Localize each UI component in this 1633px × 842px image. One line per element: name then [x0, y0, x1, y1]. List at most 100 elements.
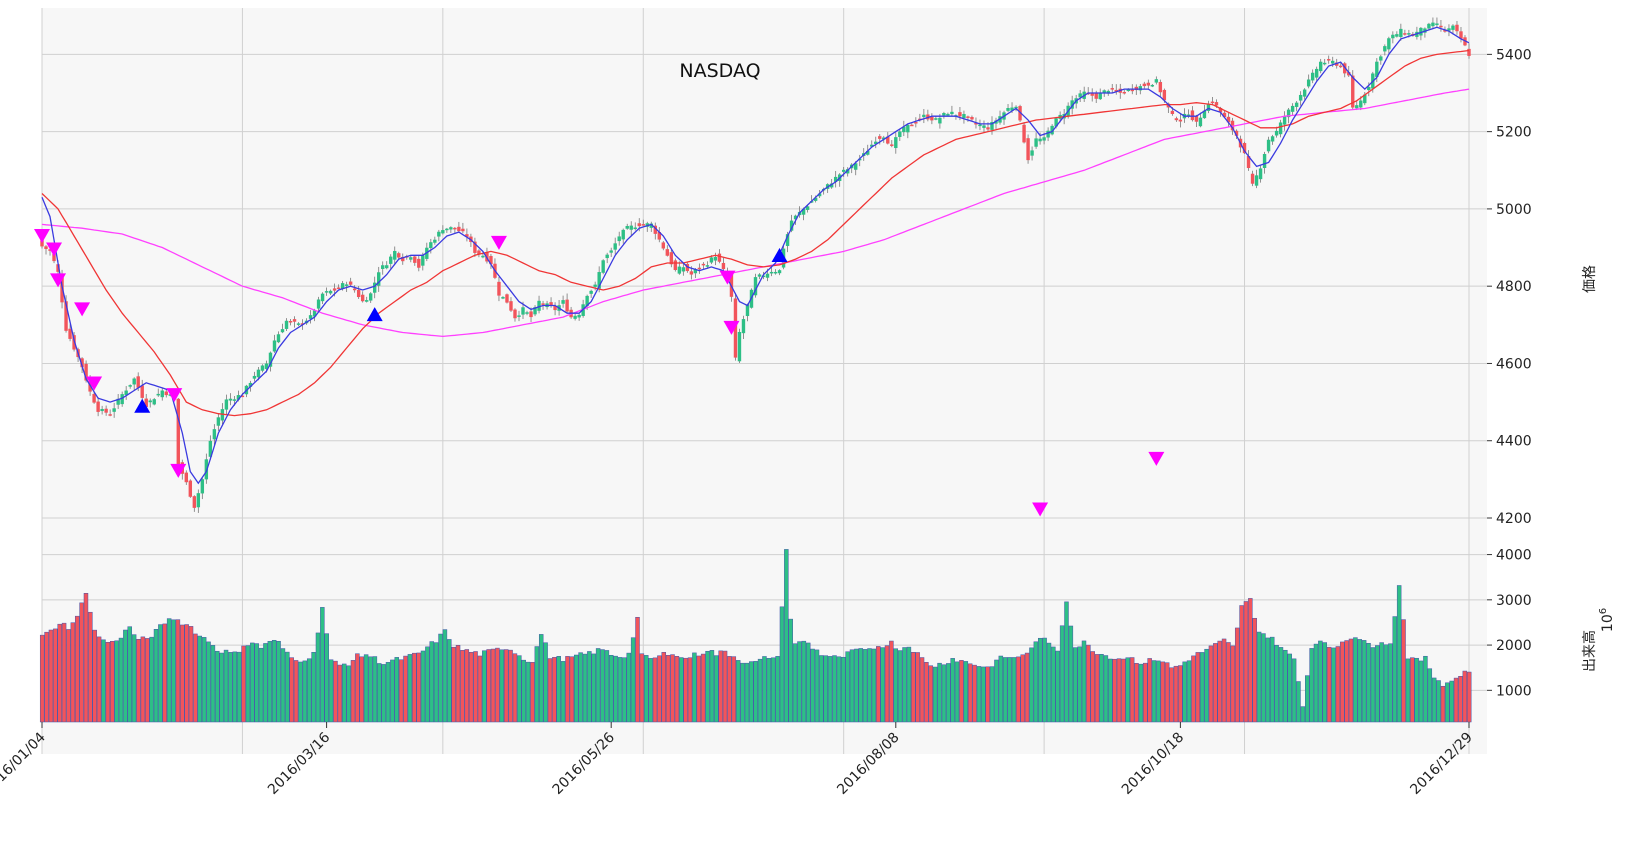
- volume-bar: [1029, 647, 1034, 723]
- candle-body: [681, 267, 686, 272]
- volume-bar: [44, 631, 49, 723]
- volume-bar: [342, 663, 347, 723]
- candle-body: [513, 309, 517, 319]
- candle-body: [769, 271, 774, 274]
- volume-bar: [959, 660, 964, 723]
- volume-bar: [1287, 653, 1292, 723]
- volume-bar: [731, 656, 737, 723]
- candle-body: [397, 253, 401, 258]
- candle-body: [833, 176, 838, 182]
- candle-body: [705, 265, 710, 267]
- candle-body: [521, 307, 525, 315]
- candle-body: [360, 294, 365, 302]
- candle-body: [128, 385, 132, 387]
- volume-bar: [508, 649, 513, 723]
- candle-body: [1431, 22, 1435, 27]
- candle-body: [1242, 143, 1247, 154]
- candle-body: [1214, 102, 1219, 106]
- volume-bar: [1331, 647, 1336, 723]
- volume-bar: [1335, 646, 1341, 723]
- volume-bar: [1278, 647, 1284, 723]
- volume-bar: [609, 654, 614, 723]
- volume-bar: [1248, 598, 1253, 723]
- volume-bar: [61, 622, 67, 723]
- candle-body: [942, 113, 946, 116]
- candle-body: [1383, 46, 1387, 52]
- candle-body: [1170, 110, 1175, 115]
- volume-bar: [937, 662, 942, 723]
- candle-body: [882, 137, 886, 140]
- volume-bar: [188, 626, 194, 723]
- volume-bar: [123, 629, 128, 723]
- candle-body: [1419, 27, 1423, 36]
- volume-bar: [398, 659, 404, 723]
- volume-bar: [644, 655, 649, 723]
- volume-bar: [1274, 644, 1279, 723]
- volume-bar: [994, 659, 999, 723]
- volume-bar: [412, 652, 417, 723]
- volume-bar: [867, 648, 872, 723]
- candle-body: [970, 116, 974, 120]
- volume-bar: [328, 659, 334, 723]
- candle-body: [52, 253, 56, 262]
- candle-body: [565, 299, 569, 312]
- candle-body: [958, 112, 962, 117]
- candle-body: [737, 331, 742, 362]
- volume-bar: [236, 651, 242, 723]
- volume-bar: [315, 632, 321, 723]
- candle-body: [561, 300, 565, 304]
- volume-bar: [801, 640, 807, 723]
- sell-signal-marker: [170, 463, 187, 478]
- candle-body: [641, 224, 645, 226]
- candle-body: [1226, 116, 1231, 123]
- volume-bar: [1186, 660, 1192, 723]
- candle-body: [1286, 109, 1291, 118]
- volume-bar: [180, 624, 185, 723]
- candle-body: [344, 284, 349, 286]
- price-tick-label: 4200: [1496, 511, 1532, 527]
- volume-bar: [1462, 670, 1468, 723]
- candle-body: [1310, 72, 1315, 81]
- candle-body: [320, 293, 325, 302]
- volume-bar: [569, 656, 575, 723]
- candle-body: [461, 228, 465, 232]
- candle-body: [898, 131, 902, 137]
- candle-body: [1467, 48, 1471, 56]
- volume-bar: [617, 657, 623, 723]
- volume-bar: [1449, 680, 1454, 723]
- volume-bar: [1344, 640, 1349, 723]
- volume-bar: [600, 649, 605, 723]
- candle-body: [1102, 90, 1106, 93]
- candle-body: [1030, 150, 1034, 156]
- volume-bar: [862, 649, 868, 723]
- candle-body: [252, 375, 257, 379]
- candle-body: [1054, 118, 1058, 127]
- volume-bar: [884, 645, 890, 723]
- volume-bar: [924, 662, 929, 723]
- volume-bar: [1383, 644, 1389, 723]
- volume-bar: [823, 655, 828, 723]
- candle-body: [1038, 138, 1042, 142]
- sell-signal-marker: [74, 302, 91, 317]
- candle-body: [829, 183, 834, 188]
- volume-bar: [193, 633, 198, 723]
- volume-bar: [368, 656, 373, 723]
- volume-tick-label: 2000: [1496, 638, 1532, 654]
- candle-body: [1150, 84, 1155, 87]
- volume-bar: [293, 660, 299, 723]
- candle-body: [1266, 139, 1271, 152]
- candle-body: [501, 297, 505, 299]
- volume-bar: [162, 623, 167, 723]
- volume-bar: [57, 623, 62, 723]
- volume-bar: [648, 658, 653, 723]
- volume-bar: [880, 647, 885, 723]
- volume-bar: [1073, 647, 1078, 723]
- volume-bar: [1366, 642, 1371, 723]
- candle-body: [761, 275, 766, 278]
- candle-body: [1218, 107, 1223, 113]
- volume-bar: [1243, 601, 1249, 723]
- volume-bar: [197, 635, 203, 723]
- volume-bar: [53, 628, 58, 723]
- candle-body: [381, 265, 385, 269]
